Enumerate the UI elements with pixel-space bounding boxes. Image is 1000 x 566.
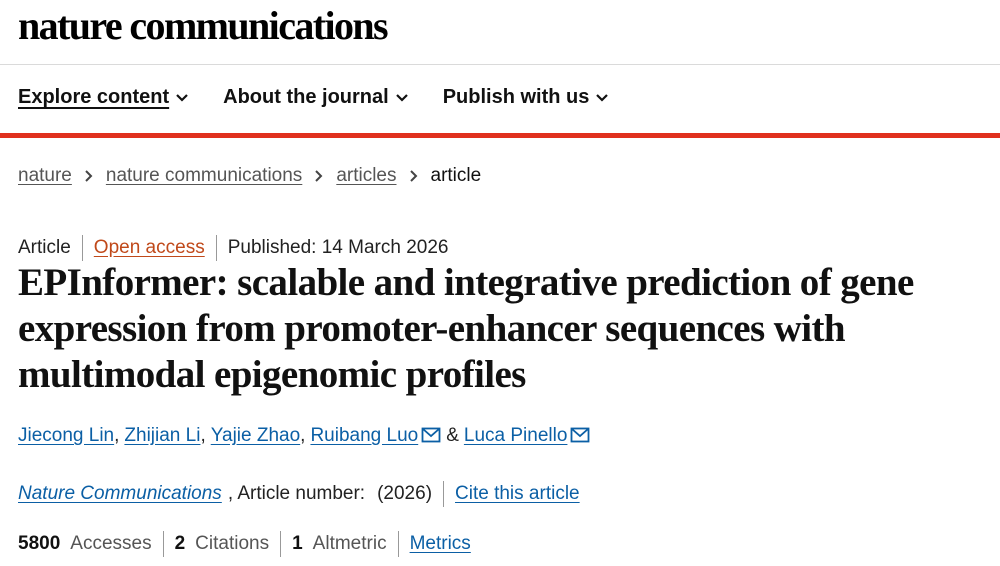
accent-bar (0, 133, 1000, 138)
separator (81, 235, 83, 261)
published-date: Published: 14 March 2026 (227, 237, 449, 258)
metric-label: Altmetric (312, 533, 387, 554)
mail-icon (571, 427, 590, 443)
author-link[interactable]: Luca Pinello (463, 425, 568, 446)
nav-label[interactable]: Explore content (18, 86, 170, 108)
journal-link[interactable]: Nature Communications (18, 483, 222, 504)
nav-item[interactable]: Publish with us (443, 86, 610, 109)
author-separator: , (300, 425, 306, 446)
authors: Jiecong Lin, Zhijian Li, Yajie Zhao, Ruiban… (18, 425, 590, 447)
metric-value: 1 (292, 533, 303, 554)
nav-label[interactable]: About the journal (223, 86, 389, 108)
chevron-icon (176, 93, 188, 102)
breadcrumb[interactable]: nature (18, 165, 72, 186)
nav-label[interactable]: Publish with us (442, 86, 590, 108)
breadcrumb: article (430, 165, 482, 186)
metrics: 5800 Accesses 2 Citations 1 Altmetric Metrics (18, 531, 471, 557)
metric-value: 5800 (18, 533, 61, 554)
separator (215, 235, 217, 261)
article-meta: Article Open access Published: 14 March … (18, 235, 448, 261)
metric-value: 2 (174, 533, 186, 554)
separator (397, 531, 399, 557)
separator (280, 531, 282, 557)
author-separator: , (200, 425, 206, 446)
mail-icon (421, 427, 441, 443)
article-type: Article (18, 237, 71, 258)
metric-label: Accesses (70, 533, 152, 554)
article-number: , Article number: (227, 483, 366, 504)
year: (2026) (377, 483, 433, 504)
divider (0, 64, 1000, 65)
author-link[interactable]: Zhijian Li (124, 425, 201, 446)
nav-item[interactable]: Explore content (18, 86, 189, 109)
logo[interactable]: nature communications (18, 3, 389, 48)
metric-label: Citations (195, 533, 270, 554)
cite-link[interactable]: Cite this article (455, 483, 580, 504)
citation-line: Nature Communications , Article number: … (18, 481, 580, 507)
breadcrumbs: nature nature communications articles artic… (18, 165, 481, 187)
nav-item[interactable]: About the journal (223, 86, 409, 109)
author-link[interactable]: Jiecong Lin (18, 425, 115, 446)
article-title: EPInformer: scalable and integrative pre… (18, 261, 914, 396)
metrics-link[interactable]: Metrics (409, 533, 471, 554)
crumb-icon (85, 170, 93, 182)
breadcrumb[interactable]: articles (336, 165, 397, 186)
author-separator: , (114, 425, 120, 446)
crumb-icon (409, 170, 417, 182)
separator (162, 531, 164, 557)
separator (443, 481, 445, 507)
author-link[interactable]: Yajie Zhao (210, 425, 301, 446)
author-link[interactable]: Ruibang Luo (310, 425, 419, 446)
breadcrumb[interactable]: nature communications (105, 165, 303, 186)
crumb-icon (315, 170, 323, 182)
chevron-icon (596, 93, 609, 102)
chevron-icon (395, 93, 408, 102)
author-separator: & (446, 425, 459, 446)
nav: Explore content About the journal Publish … (18, 86, 609, 109)
open-access[interactable]: Open access (93, 237, 205, 258)
